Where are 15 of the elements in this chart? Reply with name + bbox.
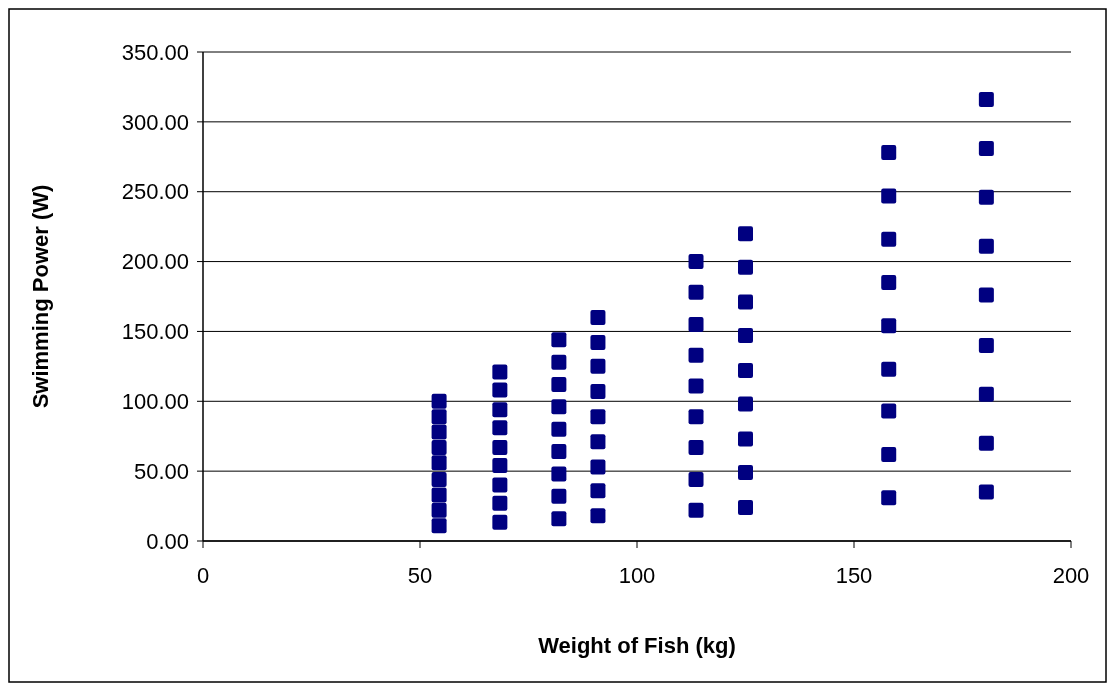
x-tick-label: 0 [196,563,210,588]
y-tick-label: 50.00 [133,458,189,484]
y-axis-title: Swimming Power (W) [28,184,53,409]
x-tick-label: 50 [407,563,433,588]
y-tick-label: 150.00 [121,319,189,345]
y-tick-label: 100.00 [121,388,189,414]
y-tick-label: 300.00 [121,109,189,135]
x-tick-label: 200 [1052,563,1090,588]
y-tick-label: 200.00 [121,249,189,275]
x-axis-title: Weight of Fish (kg) [538,633,736,658]
y-tick-label: 250.00 [121,179,189,205]
y-tick-label: 0.00 [146,528,189,554]
y-tick-label: 350.00 [121,39,189,65]
x-tick-label: 100 [618,563,656,588]
x-tick-label: 150 [835,563,873,588]
